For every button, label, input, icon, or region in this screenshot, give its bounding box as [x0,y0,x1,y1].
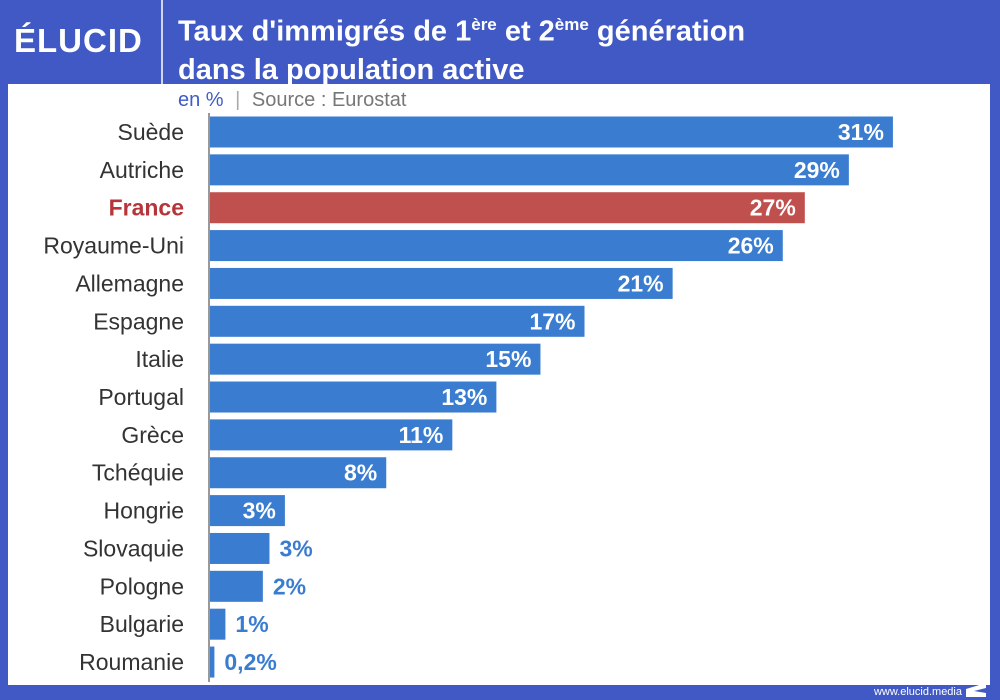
bar [210,116,893,148]
value-label: 13% [441,384,487,410]
category-label: Royaume-Uni [43,233,184,259]
value-label: 17% [529,308,575,334]
value-label: 2% [273,573,306,599]
value-label: 21% [618,270,664,296]
subtitle: en % | Source : Eurostat [178,89,406,112]
value-label: 3% [279,535,312,561]
value-label: 15% [485,346,531,372]
value-label: 1% [235,611,268,637]
title-sup: ème [554,15,589,34]
bar [210,570,263,602]
header: ÉLUCID Taux d'immigrés de 1ère et 2ème g… [0,0,1000,86]
value-label: 8% [344,460,377,486]
bar [210,230,783,262]
elucid-logo: ÉLUCID [14,22,143,59]
category-label: Hongrie [103,498,184,524]
value-label: 31% [838,119,884,145]
category-label: Espagne [93,308,184,334]
bar [210,608,226,640]
category-label: Grèce [121,422,184,448]
bar [210,267,673,299]
title-text: Taux d'immigrés de 1 [178,15,472,48]
value-label: 11% [399,422,444,448]
bar [210,419,453,451]
bar [210,154,849,186]
value-label: 27% [750,195,796,221]
bar [210,381,497,413]
bar [210,646,215,678]
title-sup: ère [471,15,497,34]
title-text: et 2 [496,15,555,48]
category-label: Pologne [100,573,184,599]
value-label: 0,2% [224,649,276,675]
category-label: Roumanie [79,649,184,675]
bar [210,192,805,224]
bar [210,343,541,375]
footer-url[interactable]: www.elucid.media [873,686,962,698]
header-divider [161,0,163,84]
bar [210,495,285,527]
category-label: Autriche [100,157,184,183]
title-text: génération [588,15,746,48]
category-label: Allemagne [75,270,184,296]
chart-title: Taux d'immigrés de 1ère et 2ème générati… [178,6,745,89]
value-label: 3% [243,498,276,524]
unit-label: en % [178,89,224,111]
category-label: Suède [117,119,184,145]
subtitle-separator: | [235,89,241,111]
elucid-flag-icon [966,683,986,697]
category-label: Bulgarie [100,611,184,637]
value-label: 29% [794,157,840,183]
category-label: Slovaquie [83,535,184,561]
category-label: Portugal [98,384,184,410]
value-label: 26% [728,233,774,259]
title-line2: dans la population active [178,53,525,86]
category-label: France [109,195,184,221]
bar [210,305,585,337]
category-label: Italie [135,346,184,372]
bar [210,532,270,564]
category-label: Tchéquie [92,460,184,486]
bar [210,457,387,489]
source-label: Source : Eurostat [251,89,407,111]
